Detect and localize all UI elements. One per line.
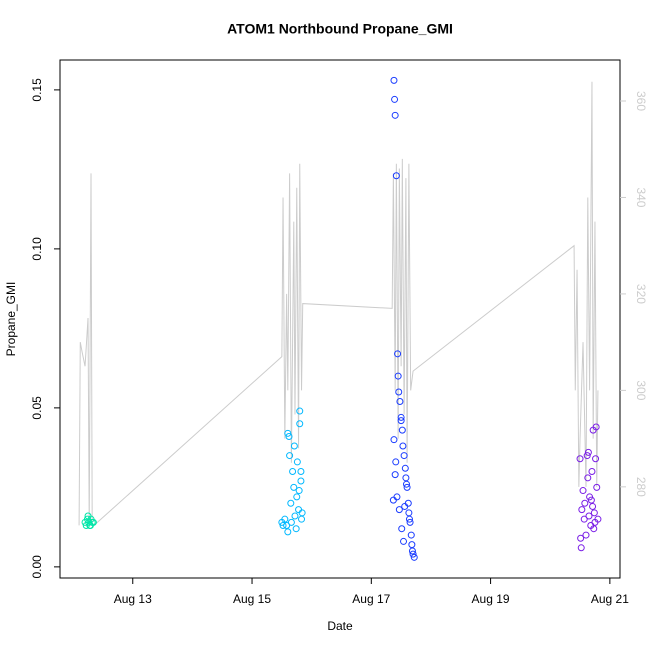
point	[400, 537, 408, 545]
point	[297, 467, 305, 475]
point	[298, 509, 306, 517]
point	[401, 502, 409, 510]
plot-frame	[59, 59, 621, 579]
point	[399, 442, 407, 450]
y-tick-label: 0.15	[30, 78, 44, 102]
x-tick-label: Aug 15	[233, 592, 271, 606]
point	[585, 512, 593, 520]
point	[588, 467, 596, 475]
point	[394, 372, 402, 380]
y2-tick-label: 360	[634, 91, 648, 111]
point	[389, 496, 397, 504]
point	[405, 515, 413, 523]
point	[286, 452, 294, 460]
point	[285, 432, 293, 440]
point	[84, 512, 92, 520]
y-tick-label: 0.05	[30, 396, 44, 420]
point	[83, 515, 91, 523]
point	[397, 413, 405, 421]
point	[287, 499, 295, 507]
y2-tick-label: 320	[634, 284, 648, 304]
point	[391, 111, 399, 119]
point	[290, 483, 298, 491]
point	[398, 426, 406, 434]
point	[293, 458, 301, 466]
point	[590, 509, 598, 517]
point	[86, 522, 94, 530]
point	[296, 420, 304, 428]
point	[392, 458, 400, 466]
point	[408, 547, 416, 555]
y2-tick-label: 280	[634, 477, 648, 497]
y2-tick-label: 300	[634, 380, 648, 400]
y-tick-label: 0.00	[30, 555, 44, 579]
point	[590, 525, 598, 533]
point	[583, 452, 591, 460]
point	[395, 388, 403, 396]
y-tick-label: 0.10	[30, 237, 44, 261]
point	[594, 515, 602, 523]
point	[293, 493, 301, 501]
point	[291, 512, 299, 520]
point	[406, 518, 414, 526]
point	[584, 448, 592, 456]
point	[296, 407, 304, 415]
point	[281, 515, 289, 523]
point	[578, 506, 586, 514]
point	[592, 423, 600, 431]
x-tick-label: Aug 13	[114, 592, 152, 606]
point	[579, 487, 587, 495]
point	[589, 502, 597, 510]
point	[279, 522, 287, 530]
x-tick-label: Aug 17	[352, 592, 390, 606]
point	[391, 471, 399, 479]
x-tick-label: Aug 19	[472, 592, 510, 606]
point	[290, 442, 298, 450]
x-axis-label: Date	[327, 619, 353, 633]
point	[593, 483, 601, 491]
point	[396, 398, 404, 406]
point	[576, 455, 584, 463]
chart-title: ATOM1 Northbound Propane_GMI	[227, 21, 453, 37]
point	[394, 350, 402, 358]
x-tick-label: Aug 21	[591, 592, 629, 606]
point	[295, 487, 303, 495]
y2-tick-label: 340	[634, 187, 648, 207]
point	[297, 477, 305, 485]
point	[390, 436, 398, 444]
point	[587, 496, 595, 504]
point	[577, 534, 585, 542]
point	[410, 553, 418, 561]
point	[284, 429, 292, 437]
point	[287, 518, 295, 526]
point	[403, 483, 411, 491]
point	[400, 452, 408, 460]
point	[584, 474, 592, 482]
point	[283, 522, 291, 530]
y-axis-label: Propane_GMI	[4, 282, 18, 357]
point	[592, 455, 600, 463]
point	[409, 550, 417, 558]
point	[407, 531, 415, 539]
point	[292, 525, 300, 533]
point	[284, 528, 292, 536]
point	[390, 76, 398, 84]
point	[580, 515, 588, 523]
point	[289, 467, 297, 475]
point	[577, 544, 585, 552]
point	[582, 531, 590, 539]
point	[395, 506, 403, 514]
point	[397, 417, 405, 425]
point	[402, 480, 410, 488]
point	[581, 499, 589, 507]
point	[392, 172, 400, 180]
point	[391, 95, 399, 103]
point	[398, 525, 406, 533]
point	[401, 464, 409, 472]
